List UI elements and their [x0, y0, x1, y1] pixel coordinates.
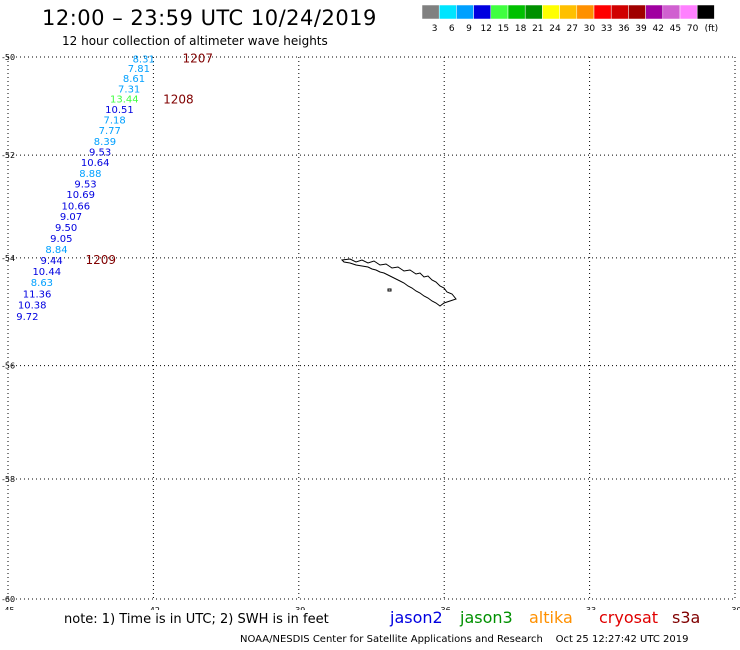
swh-value-label: 10.69 — [66, 190, 95, 201]
swh-value-label: 9.53 — [89, 148, 111, 159]
swh-value-label: 8.39 — [94, 137, 116, 148]
time-label: 1209 — [86, 253, 117, 267]
lat-tick-label: -58 — [2, 475, 15, 484]
swh-value-label: 10.44 — [32, 267, 61, 278]
wave-height-legend: 3 6 9 12 15 18 21 24 27 30 33 36 39 42 45 70 (ft) — [421, 4, 719, 34]
swh-value-label: 10.66 — [62, 201, 91, 212]
legend-label: 33 — [601, 24, 612, 34]
time-label: 1208 — [163, 93, 194, 107]
lat-tick-label: -50 — [2, 53, 15, 62]
lat-tick-label: -56 — [2, 362, 15, 371]
axis-tick-labels: -45 -42 -39 -36 -33 -30 -50 -52 -54 -56 -58 -60 — [1, 53, 740, 610]
legend-label: 9 — [466, 24, 472, 34]
swh-value-label: 8.31 — [133, 54, 155, 65]
lon-tick-label: -45 — [1, 606, 14, 610]
coastline-south-georgia — [340, 258, 457, 307]
legend-label: 21 — [532, 24, 543, 34]
time-label: 1207 — [182, 51, 213, 65]
legend-swatch — [696, 4, 715, 20]
south-georgia-island — [340, 258, 457, 307]
satellite-jason2: jason2 — [390, 608, 443, 627]
lat-tick-label: -52 — [2, 151, 15, 160]
units-note: note: 1) Time is in UTC; 2) SWH is in fe… — [64, 612, 329, 627]
legend-label: 15 — [498, 24, 509, 34]
wave-height-map: 8.317.818.617.3113.4410.517.187.778.399.… — [1, 51, 740, 610]
swh-value-label: 10.51 — [105, 105, 134, 116]
swh-value-label: 7.31 — [118, 84, 140, 95]
swh-value-label: 7.18 — [103, 115, 125, 126]
legend-label: 42 — [652, 24, 663, 34]
swh-value-label: 9.05 — [50, 234, 72, 245]
graticule — [7, 56, 736, 600]
legend-label: 70 — [687, 24, 699, 34]
swh-value-label: 8.88 — [79, 169, 101, 180]
map-subtitle: 12 hour collection of altimeter wave hei… — [62, 34, 328, 48]
satellite-cryosat: cryosat — [599, 608, 659, 627]
swh-value-label: 9.72 — [16, 312, 38, 323]
swh-value-label: 13.44 — [110, 95, 139, 106]
lon-tick-label: -33 — [583, 606, 596, 610]
footer-credit: NOAA/NESDIS Center for Satellite Applica… — [240, 634, 689, 645]
satellite-s3a: s3a — [672, 608, 701, 627]
footer-timestamp: Oct 25 12:27:42 UTC 2019 — [555, 634, 689, 645]
swh-value-label: 10.38 — [18, 301, 47, 312]
swh-value-label: 9.53 — [74, 179, 96, 190]
legend-label: 30 — [584, 24, 596, 34]
swh-value-label: 11.36 — [23, 289, 52, 300]
swh-value-label: 10.64 — [81, 158, 110, 169]
swh-value-label: 7.77 — [99, 126, 121, 137]
legend-label: 39 — [635, 24, 647, 34]
satellite-altika: altika — [529, 608, 573, 627]
lat-tick-label: -60 — [2, 595, 15, 604]
legend-label: 45 — [670, 24, 681, 34]
lon-tick-label: -36 — [438, 606, 451, 610]
swh-value-label: 8.61 — [123, 74, 145, 85]
coastline-islet — [387, 288, 392, 292]
swh-value-label: 8.63 — [31, 278, 53, 289]
legend-label: 3 — [432, 24, 438, 34]
swh-value-label: 9.50 — [55, 223, 77, 234]
legend-label: 18 — [515, 24, 527, 34]
swh-value-label: 8.84 — [45, 245, 67, 256]
legend-label: 12 — [480, 24, 491, 34]
lon-tick-label: -30 — [728, 606, 740, 610]
observation-track: 8.317.818.617.3113.4410.517.187.778.399.… — [16, 54, 155, 322]
lon-tick-label: -39 — [292, 606, 305, 610]
legend-label: 27 — [566, 24, 577, 34]
lat-tick-label: -54 — [2, 254, 15, 263]
swh-value-label: 9.07 — [60, 212, 82, 223]
map-title: 12:00 – 23:59 UTC 10/24/2019 — [42, 6, 377, 30]
legend-label: 6 — [449, 24, 455, 34]
swh-value-label: 7.81 — [128, 64, 150, 75]
swh-value-label: 9.44 — [40, 256, 62, 267]
legend-unit: (ft) — [705, 24, 719, 34]
satellite-jason3: jason3 — [460, 608, 513, 627]
footer-agency: NOAA/NESDIS Center for Satellite Applica… — [240, 634, 543, 645]
lon-tick-label: -42 — [147, 606, 160, 610]
time-labels: 1207 1208 1209 — [86, 51, 213, 267]
legend-label: 36 — [618, 24, 630, 34]
legend-label: 24 — [549, 24, 561, 34]
